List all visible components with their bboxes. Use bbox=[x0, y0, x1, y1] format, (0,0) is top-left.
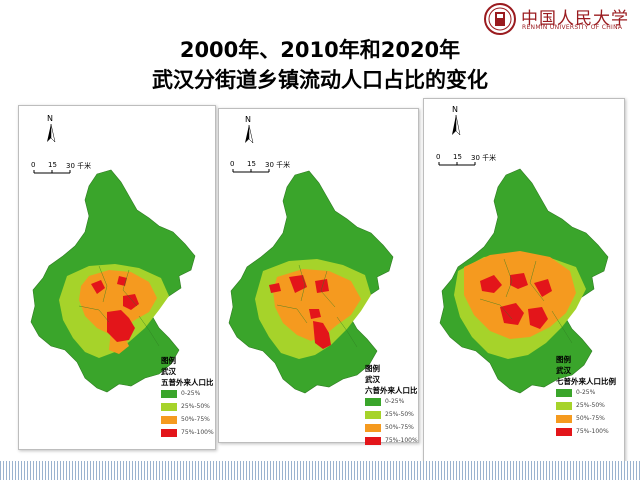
legend-item: 25%-50% bbox=[556, 400, 620, 413]
logo-subtitle: RENMIN UNIVERSITY OF CHINA bbox=[522, 24, 623, 31]
legend-title: 图例 bbox=[556, 355, 571, 364]
legend-item: 25%-50% bbox=[365, 409, 417, 422]
map-legend: 图例 武汉 六普外来人口比例 0-25% 25%-50% 50%-75% 75%… bbox=[365, 363, 418, 448]
scale-tick-0: 0 bbox=[230, 160, 235, 168]
legend-title: 图例 bbox=[365, 364, 380, 373]
north-arrow-icon bbox=[47, 123, 56, 143]
seal-icon bbox=[484, 3, 516, 35]
legend-item: 50%-75% bbox=[365, 422, 417, 435]
university-logo: 中国人民大学 RENMIN UNIVERSITY OF CHINA bbox=[483, 2, 635, 36]
scale-tick-15: 15 bbox=[48, 161, 57, 169]
legend-subtitle: 七普外来人口比例 bbox=[556, 377, 616, 386]
scale-tick-15: 15 bbox=[453, 153, 462, 161]
map-panel-2000: N 0 15 30 千米 图例 武汉 五普外来人口比 0-25% 25%-50%… bbox=[18, 105, 216, 450]
scale-bar bbox=[33, 170, 71, 174]
page-title-line2: 武汉分街道乡镇流动人口占比的变化 bbox=[152, 68, 488, 92]
scale-tick-15: 15 bbox=[247, 160, 256, 168]
map-panel-2010: N 0 15 30 千米 图例 武汉 六普外来人口比例 0-25% 25%-50… bbox=[218, 108, 419, 445]
footer-stripe bbox=[0, 461, 640, 480]
scale-bar bbox=[438, 162, 476, 166]
scale-tick-0: 0 bbox=[436, 153, 441, 161]
legend-region: 武汉 bbox=[365, 375, 380, 384]
north-label: N bbox=[47, 114, 53, 123]
scale-tick-30: 30 千米 bbox=[471, 154, 497, 162]
legend-region: 武汉 bbox=[161, 367, 176, 376]
map-legend: 图例 武汉 五普外来人口比 0-25% 25%-50% 50%-75% 75%-… bbox=[161, 355, 214, 440]
legend-item: 25%-50% bbox=[161, 401, 213, 414]
legend-item: 0-25% bbox=[161, 388, 213, 401]
legend-subtitle: 六普外来人口比例 bbox=[365, 386, 417, 395]
legend-item: 75%-100% bbox=[556, 426, 620, 439]
north-label: N bbox=[452, 105, 458, 114]
wuhan-map-2000 bbox=[30, 123, 196, 393]
legend-item: 75%-100% bbox=[365, 435, 418, 448]
legend-subtitle: 五普外来人口比 bbox=[161, 378, 213, 387]
north-arrow-icon bbox=[245, 124, 254, 144]
scale-tick-30: 30 千米 bbox=[66, 162, 92, 170]
scale-tick-0: 0 bbox=[31, 161, 36, 169]
legend-region: 武汉 bbox=[556, 366, 571, 375]
logo-text: 中国人民大学 bbox=[521, 9, 629, 29]
scale-tick-30: 30 千米 bbox=[265, 161, 291, 169]
wuhan-map-2010 bbox=[228, 124, 394, 394]
legend-item: 0-25% bbox=[556, 387, 620, 400]
legend-item: 50%-75% bbox=[161, 414, 213, 427]
map-panel-2020: N 0 15 30 千米 图例 武汉 七普外来人口比例 0-25% 25%-50… bbox=[423, 98, 625, 462]
page-title-line1: 2000年、2010年和2020年 bbox=[179, 38, 461, 62]
map-legend: 图例 武汉 七普外来人口比例 0-25% 25%-50% 50%-75% 75%… bbox=[556, 354, 620, 439]
legend-item: 75%-100% bbox=[161, 427, 214, 440]
north-label: N bbox=[245, 115, 251, 124]
wuhan-map-2020 bbox=[438, 114, 609, 394]
legend-item: 0-25% bbox=[365, 396, 417, 409]
legend-title: 图例 bbox=[161, 356, 176, 365]
scale-bar bbox=[232, 169, 270, 173]
north-arrow-icon bbox=[452, 114, 461, 136]
legend-item: 50%-75% bbox=[556, 413, 620, 426]
